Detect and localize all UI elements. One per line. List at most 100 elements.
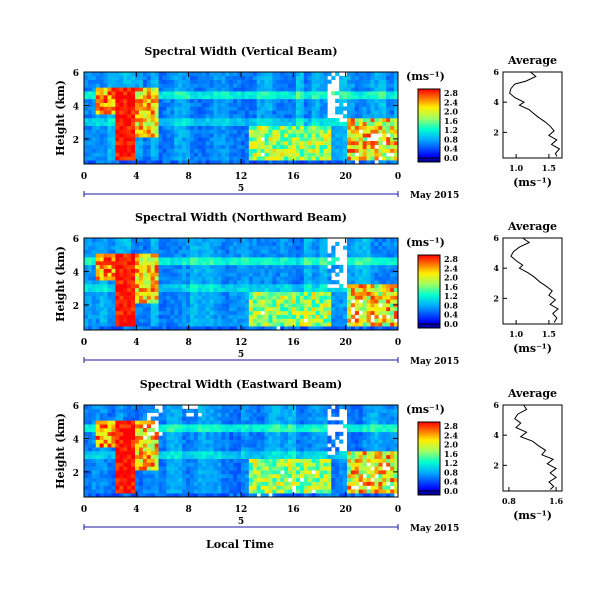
heatmap-cell	[221, 447, 226, 452]
heatmap-cell	[131, 481, 136, 486]
heatmap-cell	[335, 106, 340, 111]
heatmap-cell	[248, 276, 254, 281]
heatmap-cell	[138, 125, 144, 130]
heatmap-cell	[158, 489, 163, 494]
heatmap-cell	[374, 114, 379, 119]
heatmap-cell	[276, 87, 281, 92]
heatmap-cell	[323, 307, 328, 312]
heatmap-cell	[299, 137, 305, 142]
heatmap-cell	[95, 447, 100, 452]
heatmap-cell	[233, 257, 238, 262]
heatmap-cell	[205, 129, 210, 134]
heatmap-cell	[91, 481, 97, 486]
heatmap-cell	[366, 91, 371, 96]
heatmap-cell	[319, 72, 324, 77]
heatmap-cell	[217, 272, 222, 277]
heatmap-cell	[166, 477, 171, 482]
heatmap-cell	[346, 291, 352, 296]
heatmap-cell	[264, 137, 269, 142]
heatmap-cell	[162, 322, 167, 327]
heatmap-cell	[358, 272, 363, 277]
heatmap-cell	[331, 261, 336, 266]
heatmap-cell	[115, 141, 120, 146]
heatmap-cell	[91, 405, 97, 410]
heatmap-cell	[303, 125, 309, 130]
heatmap-cell	[343, 91, 348, 96]
heatmap-cell	[205, 454, 210, 459]
heatmap-cell	[260, 249, 265, 254]
heatmap-cell	[327, 268, 332, 273]
heatmap-cell	[346, 284, 352, 289]
heatmap-cell	[119, 454, 124, 459]
heatmap-cell	[252, 474, 257, 479]
heatmap-cell	[221, 326, 226, 331]
heatmap-cell	[107, 280, 112, 285]
heatmap-cell	[370, 257, 375, 262]
heatmap-cell	[229, 106, 234, 111]
heatmap-cell	[99, 443, 104, 448]
heatmap-cell	[288, 141, 293, 146]
heatmap-cell	[115, 451, 120, 456]
heatmap-cell	[162, 303, 167, 308]
heatmap-cell	[295, 125, 301, 130]
heatmap-cell	[241, 238, 246, 243]
heatmap-cell	[394, 79, 399, 84]
heatmap-cell	[237, 245, 242, 250]
heatmap-cell	[248, 435, 254, 440]
heatmap-cell	[162, 447, 167, 452]
heatmap-cell	[135, 137, 140, 142]
heatmap-cell	[103, 276, 108, 281]
heatmap-cell	[213, 462, 218, 467]
heatmap-cell	[178, 431, 183, 436]
heatmap-cell	[119, 91, 124, 96]
heatmap-cell	[362, 152, 367, 157]
heatmap-cell	[115, 424, 120, 429]
heatmap-cell	[346, 264, 352, 269]
heatmap-cell	[299, 295, 305, 300]
heatmap-cell	[346, 241, 352, 246]
heatmap-cell	[162, 152, 167, 157]
heatmap-cell	[307, 307, 312, 312]
heatmap-cell	[158, 428, 163, 433]
heatmap-cell	[394, 276, 399, 281]
heatmap-cell	[84, 106, 89, 111]
heatmap-cell	[87, 257, 93, 262]
heatmap-cell	[205, 125, 210, 130]
heatmap-cell	[205, 451, 210, 456]
heatmap-cell	[256, 481, 261, 486]
heatmap-cell	[158, 249, 163, 254]
heatmap-cell	[135, 489, 140, 494]
heatmap-cell	[87, 443, 93, 448]
heatmap-cell	[248, 72, 254, 77]
heatmap-cell	[225, 416, 230, 421]
heatmap-cell	[370, 272, 375, 277]
heatmap-cell	[146, 106, 152, 111]
heatmap-cell	[158, 110, 163, 115]
heatmap-cell	[174, 125, 179, 130]
heatmap-cell	[346, 129, 352, 134]
heatmap-cell	[331, 253, 336, 258]
heatmap-cell	[87, 412, 93, 417]
heatmap-cell	[182, 137, 187, 142]
heatmap-cell	[99, 133, 104, 138]
heatmap-cell	[374, 307, 379, 312]
heatmap-cell	[264, 466, 269, 471]
heatmap-cell	[288, 144, 293, 149]
heatmap-cell	[150, 408, 155, 413]
heatmap-cell	[390, 291, 395, 296]
heatmap-cell	[197, 133, 203, 138]
heatmap-cell	[142, 485, 148, 490]
heatmap-cell	[87, 276, 93, 281]
heatmap-cell	[260, 284, 265, 289]
heatmap-cell	[111, 118, 116, 123]
heatmap-cell	[284, 253, 289, 258]
heatmap-cell	[84, 95, 89, 100]
heatmap-cell	[87, 144, 93, 149]
heatmap-cell	[119, 443, 124, 448]
heatmap-cell	[174, 412, 179, 417]
heatmap-cell	[107, 310, 112, 315]
heatmap-cell	[162, 466, 167, 471]
heatmap-cell	[378, 322, 383, 327]
heatmap-cell	[221, 264, 226, 269]
heatmap-cell	[111, 307, 116, 312]
